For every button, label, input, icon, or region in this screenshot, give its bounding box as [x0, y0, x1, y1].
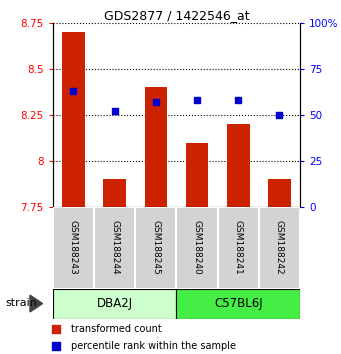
Bar [259, 207, 300, 289]
Bar [53, 207, 94, 289]
Bar [94, 207, 135, 289]
Bar [145, 87, 167, 207]
Bar [53, 289, 177, 319]
Point [153, 99, 159, 105]
Point [71, 88, 76, 94]
Text: GSM188240: GSM188240 [193, 221, 202, 275]
Text: GSM188241: GSM188241 [234, 221, 243, 275]
Text: percentile rank within the sample: percentile rank within the sample [72, 341, 236, 351]
Bar [227, 124, 250, 207]
Text: strain: strain [5, 298, 37, 308]
Bar [177, 289, 300, 319]
Point [54, 343, 59, 349]
Text: GSM188244: GSM188244 [110, 221, 119, 275]
Point [54, 326, 59, 331]
Bar [135, 207, 177, 289]
Point [112, 109, 117, 114]
Bar [268, 179, 291, 207]
Text: DBA2J: DBA2J [97, 297, 133, 310]
Text: GSM188242: GSM188242 [275, 221, 284, 275]
Point [194, 97, 200, 103]
Point [236, 97, 241, 103]
Bar [186, 143, 208, 207]
Bar [62, 32, 85, 207]
Bar [218, 207, 259, 289]
Polygon shape [30, 295, 43, 312]
Text: transformed count: transformed count [72, 324, 162, 333]
Text: C57BL6J: C57BL6J [214, 297, 263, 310]
Bar [103, 179, 126, 207]
Title: GDS2877 / 1422546_at: GDS2877 / 1422546_at [104, 9, 249, 22]
Text: GSM188243: GSM188243 [69, 221, 78, 275]
Bar [177, 207, 218, 289]
Point [277, 112, 282, 118]
Text: GSM188245: GSM188245 [151, 221, 160, 275]
